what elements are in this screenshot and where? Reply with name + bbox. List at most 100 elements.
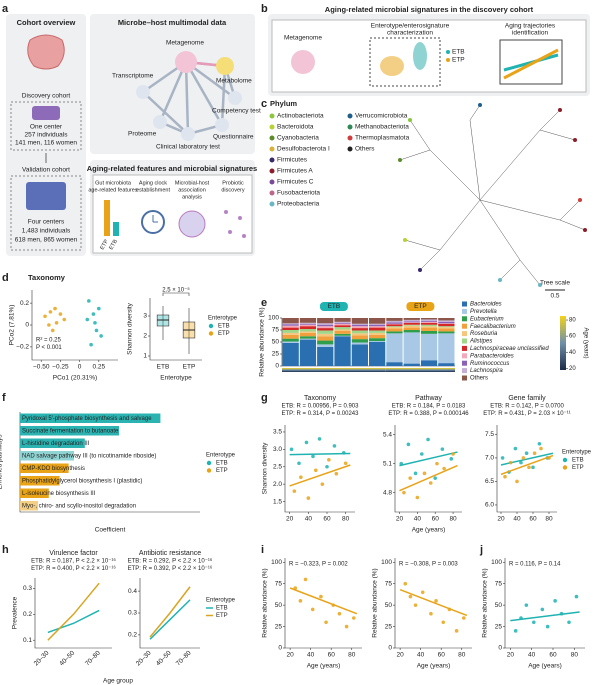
y-tick-label: 1.5 <box>273 498 282 505</box>
label: Tree scale <box>540 280 570 287</box>
bar-segment <box>299 318 317 323</box>
label: Four centers <box>28 219 65 226</box>
bar-segment <box>299 331 317 333</box>
point <box>87 299 91 303</box>
point <box>503 474 507 479</box>
point <box>415 495 420 500</box>
bar-label: L-histidine degradation III <box>22 441 90 447</box>
legend-dot <box>269 157 275 163</box>
point <box>574 594 579 599</box>
legend-swatch <box>462 301 467 307</box>
legend-label: Eubacterium <box>470 316 504 322</box>
bar <box>20 426 119 436</box>
point <box>540 607 545 612</box>
x-tick-label: 80 <box>571 652 579 659</box>
x-tick-label: 0 <box>78 364 82 371</box>
annotation: ETB: R = 0.184, P = 0.0183 <box>392 404 466 410</box>
label: 257 individuals <box>24 132 68 139</box>
bar-segment <box>369 327 386 331</box>
legend-dot <box>269 168 275 174</box>
point <box>515 479 519 484</box>
y-tick-label: 25 <box>272 351 280 358</box>
point <box>508 460 513 465</box>
axis-line <box>31 290 118 361</box>
line <box>47 582 100 641</box>
bar-segment <box>351 344 368 366</box>
bar-segment <box>317 323 334 325</box>
legend-dot <box>446 50 450 54</box>
point <box>524 451 529 456</box>
bar-segment <box>282 341 299 343</box>
y-tick-label: 50 <box>495 602 503 609</box>
node-label: Metabolome <box>216 78 252 85</box>
point <box>532 451 537 456</box>
bar-segment <box>386 331 403 334</box>
bar-segment <box>438 326 455 328</box>
legend-title: Enterotype <box>562 450 592 456</box>
bar-segment <box>299 323 317 325</box>
x-tick-label: 80 <box>449 516 457 523</box>
legend-label: Ruminococcus <box>470 361 509 367</box>
x-axis-label: Age (years) <box>528 663 562 670</box>
bar-segment <box>369 342 386 366</box>
bar-segment <box>351 342 368 345</box>
x-tick-label: 40 <box>305 516 313 523</box>
point <box>48 310 53 314</box>
legend-swatch <box>462 338 467 344</box>
bar-segment <box>420 326 438 328</box>
bar-segment <box>299 326 317 330</box>
point <box>524 603 529 607</box>
x-tick-label: 20–30 <box>135 649 153 667</box>
icon-line <box>503 48 559 80</box>
legend-key <box>208 331 214 336</box>
point <box>531 465 535 470</box>
point <box>304 440 309 445</box>
point <box>567 620 571 625</box>
y-tick-label: 0 <box>25 322 29 329</box>
bar-segment <box>420 330 438 334</box>
bar-segment <box>351 328 368 331</box>
point <box>422 471 427 476</box>
node-label: Clinical laboratory test <box>156 144 220 151</box>
icon-bar <box>113 222 119 236</box>
bar-segment <box>334 325 351 328</box>
bar-segment <box>317 333 334 337</box>
point <box>440 447 445 451</box>
point <box>43 314 47 319</box>
legend-title: Enterotype <box>208 316 238 322</box>
bar-segment <box>369 318 386 324</box>
legend-label: Verrucomicrobiota <box>355 113 408 120</box>
y-tick-label: 25 <box>495 623 503 630</box>
axis-line <box>34 578 112 649</box>
point <box>406 442 411 447</box>
label: identification <box>512 30 549 37</box>
bar-label: Phosphatidylglycerol biosynthesis I (pla… <box>22 478 142 484</box>
bar-segment <box>386 318 403 321</box>
y-tick-label: 1 <box>143 353 147 360</box>
y-axis-label: Relative abundance (%) <box>259 307 266 376</box>
panel-letter: c <box>261 98 267 110</box>
bar-segment <box>438 320 455 322</box>
chart-title: Virulence factor <box>49 550 98 557</box>
bar-segment <box>438 363 455 366</box>
box <box>90 14 255 154</box>
point <box>428 481 433 485</box>
label: Aging clock <box>139 180 167 186</box>
bar-segment <box>403 322 420 325</box>
legend-dot <box>269 179 275 185</box>
y-tick-label: 4.8 <box>383 489 392 496</box>
annotation: ETB: R = 0.292, P < 2.2 × 10⁻¹⁶ <box>128 558 213 565</box>
line <box>47 609 100 634</box>
node <box>216 57 234 75</box>
point <box>303 577 308 582</box>
point <box>91 312 96 316</box>
point <box>299 475 303 480</box>
legend-swatch <box>462 345 467 351</box>
annotation: ETB: R = 0.00956, P = 0.903 <box>282 404 360 410</box>
x-tick-label: 80 <box>348 652 356 659</box>
colorbar-title: Age (years) <box>582 327 588 358</box>
fit-line <box>510 611 580 622</box>
legend-swatch <box>462 323 467 329</box>
point <box>434 599 438 603</box>
tree-tips <box>398 103 587 287</box>
